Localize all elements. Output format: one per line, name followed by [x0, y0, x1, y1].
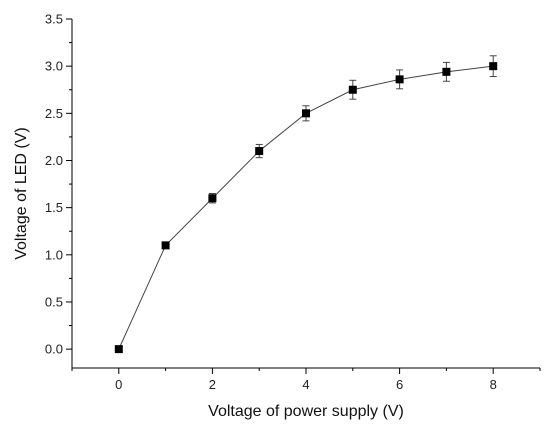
- x-tick-label: 2: [209, 377, 216, 392]
- x-tick-label: 0: [115, 377, 122, 392]
- data-point: [208, 194, 217, 203]
- y-axis-title: Voltage of LED (V): [13, 127, 30, 260]
- y-tick-label: 2.0: [45, 153, 63, 168]
- y-tick-label: 2.5: [45, 106, 63, 121]
- data-point: [489, 62, 498, 71]
- data-point: [348, 85, 357, 94]
- x-tick-label: 4: [302, 377, 309, 392]
- y-tick-label: 0.5: [45, 294, 63, 309]
- data-point: [302, 109, 310, 118]
- y-tick-label: 1.0: [45, 247, 63, 262]
- y-tick-label: 3.0: [45, 59, 63, 74]
- y-tick-label: 1.5: [45, 200, 63, 215]
- x-tick-label: 8: [490, 377, 497, 392]
- x-tick-label: 6: [396, 377, 403, 392]
- y-tick-label: 3.5: [45, 12, 63, 27]
- y-tick-label: 0.0: [45, 342, 63, 357]
- x-axis-title: Voltage of power supply (V): [208, 403, 404, 420]
- data-point: [395, 75, 404, 84]
- data-point: [255, 147, 264, 156]
- data-point: [442, 67, 451, 76]
- plot-area: 0 2 4 6 8 0.0 0.5 1.0 1.5 2.0 2.5 3.0 3.5: [45, 12, 541, 392]
- data-point: [161, 241, 170, 250]
- data-point: [114, 345, 123, 354]
